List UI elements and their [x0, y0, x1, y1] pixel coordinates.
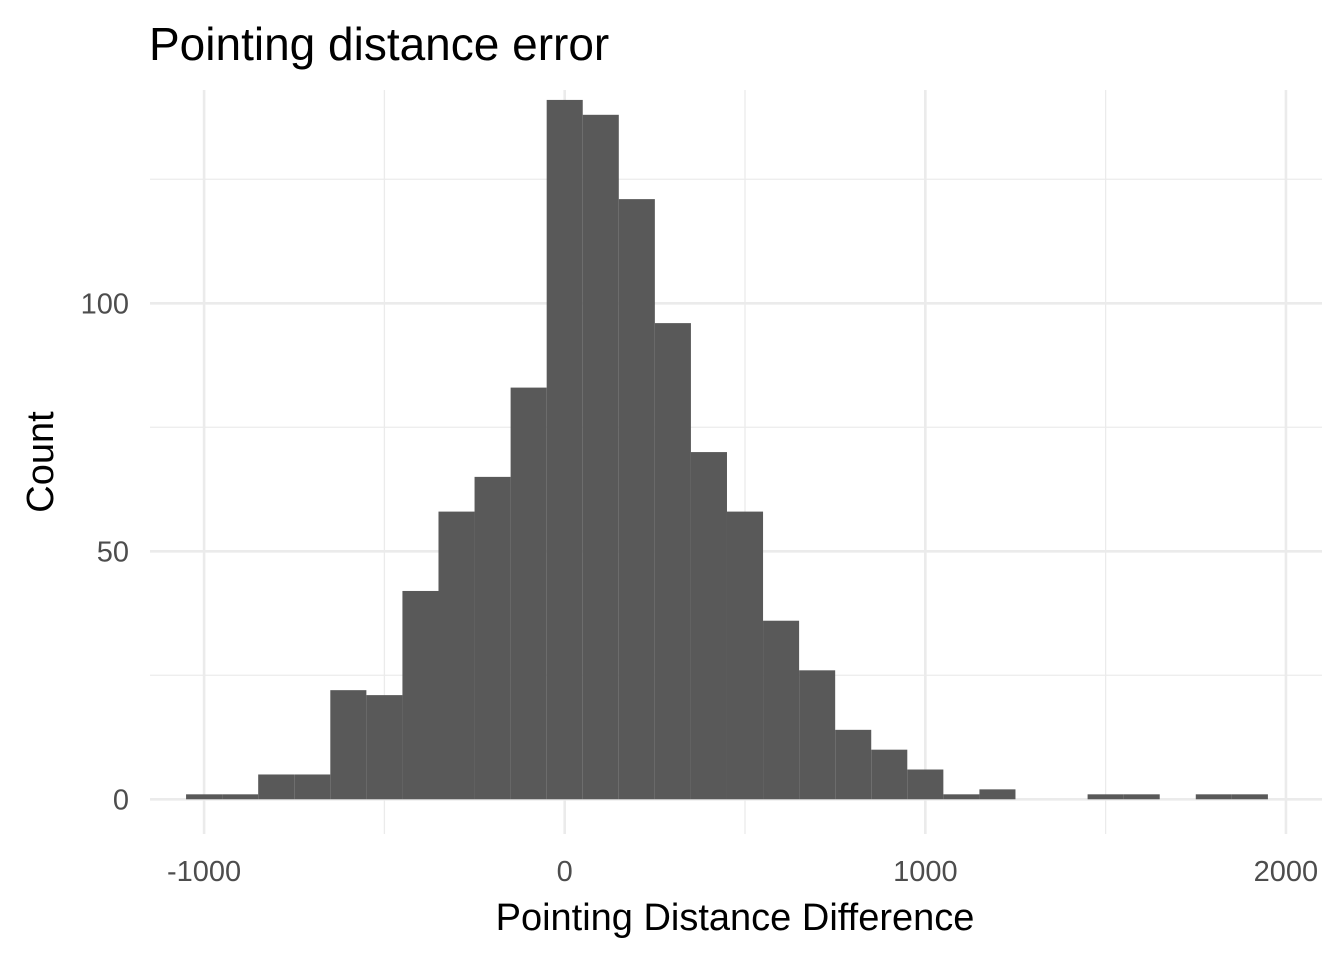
histogram-bar — [1195, 794, 1232, 800]
histogram-bar — [979, 789, 1016, 800]
x-axis-tick-labels: -1000 0 1000 2000 — [167, 856, 1318, 888]
histogram-bar — [186, 794, 223, 800]
histogram-bar — [402, 590, 439, 800]
histogram-bar — [871, 749, 908, 800]
histogram-bar — [654, 323, 691, 800]
y-tick-label: 100 — [81, 288, 129, 320]
x-axis-title: Pointing Distance Difference — [496, 897, 975, 939]
histogram-bar — [835, 729, 872, 800]
x-tick-label: -1000 — [167, 856, 241, 888]
x-tick-label: 0 — [557, 856, 573, 888]
histogram-bar — [1087, 794, 1124, 800]
histogram-bar — [366, 695, 403, 800]
histogram-bar — [1231, 794, 1268, 800]
histogram-bar — [1123, 794, 1160, 800]
y-tick-label: 50 — [97, 536, 129, 568]
histogram-bar — [582, 114, 619, 800]
x-tick-label: 2000 — [1254, 856, 1319, 888]
histogram-bar — [438, 511, 475, 800]
histogram-bar — [330, 690, 367, 800]
histogram-bar — [690, 452, 727, 800]
histogram-bar — [294, 774, 331, 800]
histogram-bar — [618, 199, 655, 800]
y-axis-title: Count — [20, 411, 62, 513]
histogram-bar — [258, 774, 295, 800]
histogram-bar — [546, 99, 583, 800]
histogram-bar — [943, 794, 980, 800]
chart-title: Pointing distance error — [149, 18, 609, 70]
histogram-bar — [799, 670, 836, 800]
histogram-bar — [510, 387, 547, 800]
histogram-bar — [726, 511, 764, 800]
x-tick-label: 1000 — [893, 856, 958, 888]
histogram-bar — [222, 794, 259, 800]
y-tick-label: 0 — [113, 784, 129, 816]
histogram-bar — [763, 620, 800, 800]
histogram-bar — [474, 476, 511, 800]
histogram-bars — [186, 99, 1268, 800]
histogram-bar — [907, 769, 944, 800]
y-axis-tick-labels: 0 50 100 — [81, 288, 129, 816]
